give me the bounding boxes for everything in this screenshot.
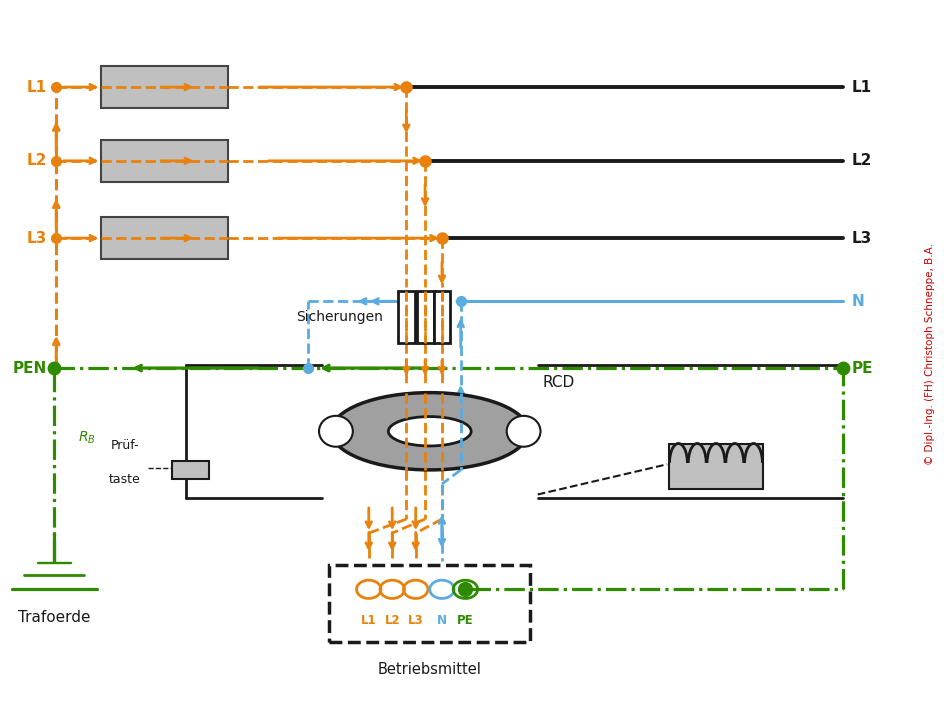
Text: L3: L3 (408, 615, 424, 627)
Text: L2: L2 (852, 154, 872, 169)
Text: PE: PE (852, 360, 873, 375)
FancyBboxPatch shape (101, 66, 228, 108)
FancyBboxPatch shape (397, 291, 414, 343)
Text: L3: L3 (26, 231, 47, 246)
FancyBboxPatch shape (101, 217, 228, 259)
Text: $R_B$: $R_B$ (77, 430, 95, 447)
Ellipse shape (319, 416, 353, 447)
FancyBboxPatch shape (433, 291, 450, 343)
Text: Betriebsmittel: Betriebsmittel (378, 662, 481, 677)
Text: L2: L2 (384, 615, 400, 627)
Ellipse shape (388, 416, 471, 446)
Text: L3: L3 (852, 231, 872, 246)
Text: L1: L1 (26, 79, 47, 95)
FancyBboxPatch shape (101, 139, 228, 182)
FancyBboxPatch shape (172, 461, 210, 479)
FancyBboxPatch shape (329, 565, 531, 642)
Text: PE: PE (457, 615, 474, 627)
Text: L2: L2 (26, 154, 47, 169)
Text: N: N (852, 294, 865, 309)
Text: © Dipl.-Ing. (FH) Christoph Schneppe, B.A.: © Dipl.-Ing. (FH) Christoph Schneppe, B.… (925, 243, 935, 465)
Text: L1: L1 (361, 615, 377, 627)
FancyBboxPatch shape (416, 291, 433, 343)
Text: L1: L1 (852, 79, 872, 95)
Text: Sicherungen: Sicherungen (296, 310, 383, 324)
Text: Prüf-: Prüf- (110, 440, 139, 452)
Text: RCD: RCD (543, 375, 575, 389)
Text: PEN: PEN (12, 360, 47, 375)
FancyBboxPatch shape (669, 443, 763, 489)
Ellipse shape (331, 393, 529, 470)
Ellipse shape (507, 416, 541, 447)
Text: taste: taste (109, 474, 141, 486)
Text: Trafoerde: Trafoerde (18, 610, 91, 625)
Text: N: N (437, 615, 447, 627)
